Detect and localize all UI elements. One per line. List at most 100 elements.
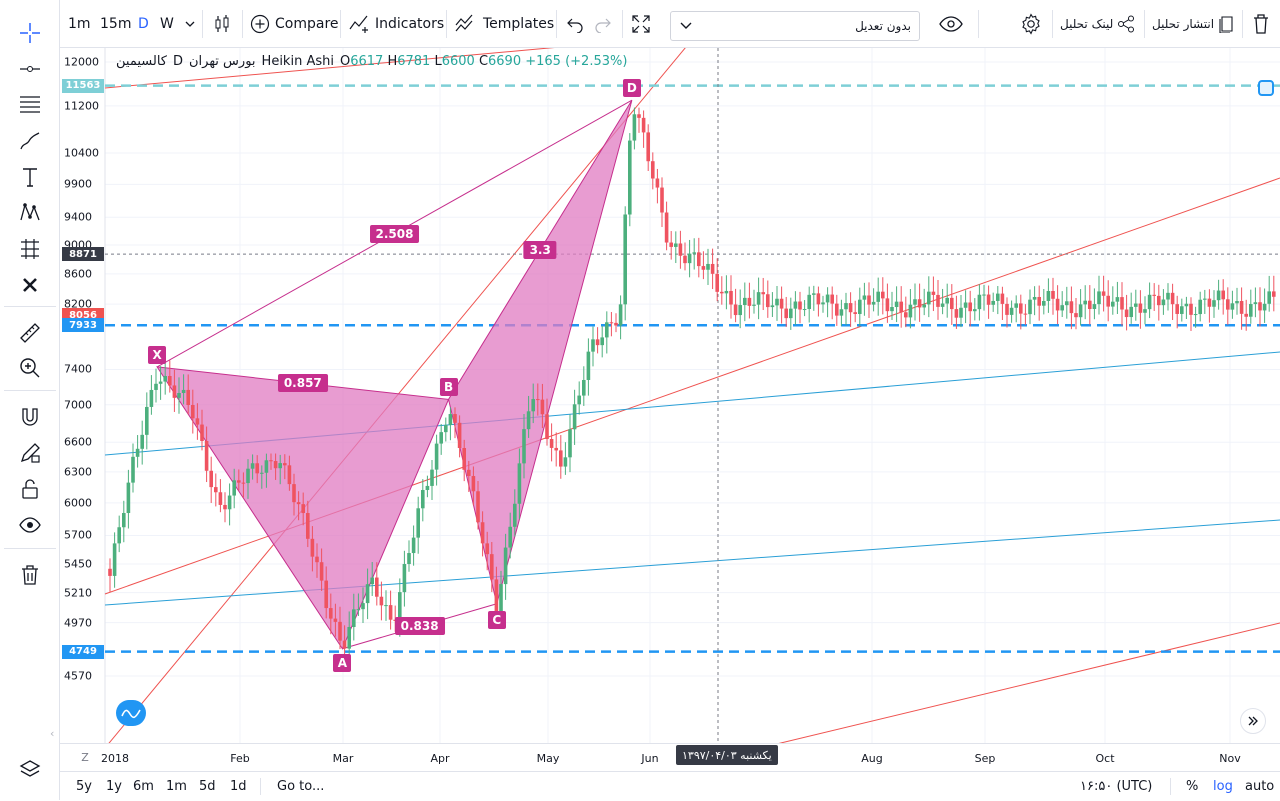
pattern-point-b[interactable]: B	[439, 378, 458, 397]
candle-body	[186, 389, 190, 405]
candle-body	[177, 393, 181, 398]
goto-button[interactable]: Go to...	[277, 772, 324, 801]
candle-body	[471, 476, 476, 492]
text-icon[interactable]	[14, 162, 46, 192]
candle-body	[1032, 296, 1037, 300]
interval-d[interactable]: D	[138, 0, 149, 48]
candle-body	[149, 389, 154, 407]
candle-body	[338, 621, 342, 641]
interval-w[interactable]: W	[160, 0, 174, 48]
candle-body	[747, 297, 752, 306]
interval-15m[interactable]: 15m	[100, 0, 131, 48]
undo-button[interactable]	[566, 0, 584, 48]
candle-body	[789, 308, 793, 319]
time-axis[interactable]: Z 2018 Feb Mar Apr May Jun Aug Sep Oct Nov یکشنبه…	[60, 743, 1280, 771]
legend-exchange: بورس تهران	[188, 54, 256, 69]
candle-body	[761, 292, 765, 295]
price-axis-label: 6000	[64, 496, 92, 510]
timezone-button[interactable]: ۱۶:۵۰ (UTC)	[1080, 772, 1152, 801]
candle-body	[430, 469, 434, 486]
candle-body	[1152, 294, 1156, 296]
candle-body	[1124, 309, 1129, 318]
prediction-icon[interactable]	[14, 234, 46, 264]
candle-body	[1180, 306, 1184, 314]
price-axis-label: 8200	[64, 297, 92, 311]
pattern-point-x[interactable]: X	[148, 345, 167, 364]
candle-body	[632, 114, 637, 141]
zoom-reset-button[interactable]: Z	[81, 750, 89, 764]
chart-type-button[interactable]	[212, 0, 234, 48]
compare-button[interactable]: Compare	[250, 0, 339, 48]
fib-levels-icon[interactable]	[14, 88, 46, 118]
publish-button[interactable]: انتشار تحلیل	[1152, 0, 1236, 48]
time-axis-label: Feb	[230, 752, 250, 765]
interval-dropdown[interactable]	[184, 0, 196, 48]
interval-1m[interactable]: 1m	[68, 0, 91, 48]
candle-body	[255, 463, 259, 474]
ruler-icon[interactable]	[14, 318, 46, 348]
scale-reset-icon[interactable]	[1258, 80, 1274, 96]
share-link-button[interactable]: لینک تحلیل	[1060, 0, 1135, 48]
eye-icon[interactable]	[14, 510, 46, 540]
range-5y[interactable]: 5y	[76, 772, 92, 801]
percent-toggle[interactable]: %	[1186, 772, 1198, 801]
auto-toggle[interactable]: auto	[1245, 772, 1274, 801]
candle-body	[729, 290, 733, 305]
chart-pane[interactable]: کالسیمین D بورس تهران Heikin Ashi O6617 …	[60, 48, 1280, 743]
publish-icon	[1219, 16, 1233, 33]
candle-body	[324, 580, 328, 609]
range-6m[interactable]: 6m	[133, 772, 154, 801]
chart-legend: کالسیمین D بورس تهران Heikin Ashi O6617 …	[116, 54, 627, 69]
price-chart[interactable]	[60, 48, 1280, 743]
candle-body	[269, 460, 273, 462]
candle-body	[904, 312, 908, 318]
candle-body	[301, 504, 305, 514]
trash-icon[interactable]	[14, 560, 46, 590]
price-axis-label: 6300	[64, 465, 92, 479]
range-1d[interactable]: 1d	[230, 772, 247, 801]
candle-body	[260, 472, 264, 474]
magnet-icon[interactable]	[14, 403, 46, 433]
adjustment-select[interactable]: بدون تعدیل	[670, 11, 920, 41]
fullscreen-button[interactable]	[630, 0, 652, 48]
range-5d[interactable]: 5d	[199, 772, 216, 801]
log-toggle[interactable]: log	[1213, 772, 1233, 801]
redo-button[interactable]	[594, 0, 612, 48]
delete-chart-button[interactable]	[1252, 0, 1270, 48]
brush-icon[interactable]	[14, 126, 46, 156]
zoom-in-icon[interactable]	[14, 353, 46, 383]
range-label: 5d	[199, 779, 216, 794]
candle-body	[982, 294, 986, 296]
range-1y[interactable]: 1y	[106, 772, 122, 801]
candle-body	[844, 303, 848, 310]
candle-body	[710, 263, 715, 274]
remove-drawings-icon[interactable]	[14, 270, 46, 300]
candle-body	[1258, 302, 1262, 311]
candle-body	[1065, 301, 1069, 306]
trend-line-icon[interactable]	[14, 54, 46, 84]
pattern-ratio-label: 2.508	[369, 224, 420, 243]
crosshair-icon[interactable]	[14, 18, 46, 48]
visibility-button[interactable]	[938, 0, 964, 48]
stay-drawing-icon[interactable]	[14, 438, 46, 468]
candle-body	[913, 299, 917, 305]
pattern-point-c[interactable]: C	[487, 610, 506, 629]
candle-body	[246, 468, 250, 484]
scroll-to-realtime-button[interactable]	[1240, 708, 1266, 734]
indicators-button[interactable]: Indicators	[348, 0, 444, 48]
candle-body	[1175, 304, 1179, 314]
range-1m[interactable]: 1m	[166, 772, 187, 801]
settings-button[interactable]	[1020, 0, 1042, 48]
pattern-point-d[interactable]: D	[622, 79, 641, 98]
templates-button[interactable]: Templates	[454, 0, 554, 48]
candle-body	[637, 114, 641, 118]
lock-icon[interactable]	[14, 474, 46, 504]
redo-icon	[595, 18, 611, 33]
collapse-toolbar-icon[interactable]: ‹	[50, 727, 55, 740]
layers-icon[interactable]	[14, 755, 46, 785]
price-tag: 4749	[62, 644, 104, 659]
pattern-icon[interactable]	[14, 197, 46, 227]
candle-body	[476, 491, 480, 523]
candle-body	[743, 297, 747, 306]
pattern-point-a[interactable]: A	[333, 653, 352, 672]
